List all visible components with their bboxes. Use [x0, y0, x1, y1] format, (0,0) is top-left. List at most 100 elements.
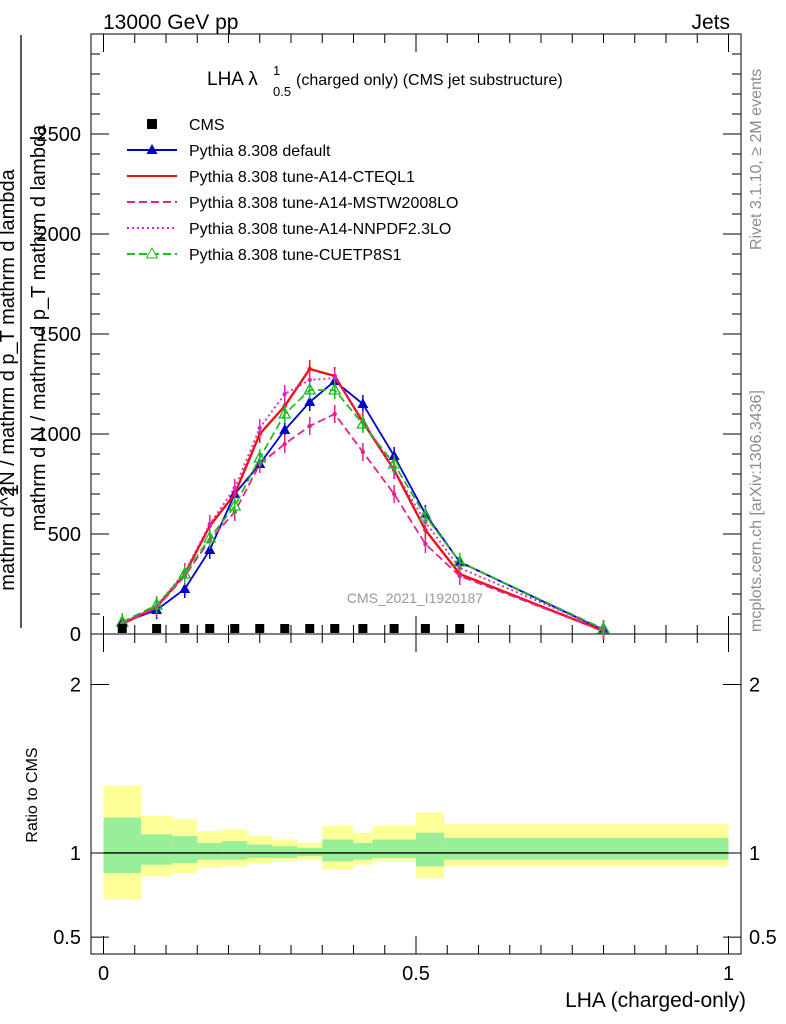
series-line: [121, 412, 604, 632]
series-point: [179, 583, 191, 593]
uncertainty-band-inner: [141, 834, 173, 865]
series-point: [332, 411, 337, 417]
series-point: [282, 441, 287, 447]
data-point: [305, 624, 315, 633]
legend-label: Pythia 8.308 default: [189, 143, 331, 160]
series-layer: [115, 360, 611, 640]
ratio-y-tick-label-right: 0.5: [749, 927, 777, 949]
y-axis-label-numerator: 1: [0, 484, 23, 496]
ratio-y-axis-label: Ratio to CMS: [24, 747, 41, 842]
data-point: [205, 624, 215, 633]
legend-label: Pythia 8.308 tune-CUETP8S1: [189, 247, 402, 264]
energy-label: 13000 GeV pp: [103, 11, 238, 34]
uncertainty-band-inner: [197, 842, 223, 860]
data-point: [255, 624, 265, 633]
series-point: [150, 597, 164, 610]
title-superscript: 1: [273, 63, 280, 78]
series-point: [307, 366, 312, 372]
series-point: [357, 398, 369, 408]
legend-swatch: [147, 119, 157, 129]
legend-entry: Pythia 8.308 default: [127, 143, 331, 160]
x-axis-label: LHA (charged-only): [565, 989, 746, 1012]
series-point: [303, 382, 317, 395]
uncertainty-band-inner: [353, 842, 373, 860]
series-point: [232, 485, 237, 491]
series-point: [453, 554, 467, 567]
series-line: [121, 379, 604, 631]
y-tick-label: 0: [70, 624, 81, 646]
uncertainty-band-inner: [103, 817, 141, 874]
y-tick-label: 2500: [37, 124, 82, 146]
ratio-plot-area: [103, 785, 729, 901]
axis-ticks: 0 500 1000 1500 2000 2500 0 0.5 1 0.5 0.5 1 1 2 2: [37, 34, 777, 985]
series-point: [228, 498, 242, 511]
legend-marker: [146, 144, 158, 154]
series-point: [257, 425, 262, 431]
uncertainty-band-inner: [322, 839, 354, 862]
legend-entry: Pythia 8.308 tune-A14-CTEQL1: [127, 169, 415, 186]
x-tick-label: 0.5: [402, 963, 430, 985]
series-line: [121, 389, 604, 630]
legend-entry: CMS: [147, 117, 225, 134]
data-point: [330, 624, 340, 633]
y-axis-label-deriv: mathrm d^2N / mathrm d p_T mathrm d lamb…: [0, 168, 19, 590]
legend-label: Pythia 8.308 tune-A14-MSTW2008LO: [189, 195, 458, 212]
legend-marker: [145, 246, 159, 259]
uncertainty-band-inner: [272, 846, 298, 858]
legend-label: Pythia 8.308 tune-A14-CTEQL1: [189, 169, 415, 186]
uncertainty-band-inner: [172, 836, 198, 864]
legend: CMS Pythia 8.308 default Pythia 8.308 tune…: [127, 117, 458, 264]
uncertainty-band-inner: [372, 839, 416, 858]
data-point: [230, 624, 240, 633]
series-point: [278, 406, 292, 419]
series-point: [279, 424, 291, 434]
series-line: [121, 377, 604, 630]
x-tick-label: 0: [98, 963, 109, 985]
title-subscript: 0.5: [273, 84, 291, 99]
plot-title: LHA λ: [207, 69, 258, 90]
y-tick-label: 1000: [37, 424, 82, 446]
series-point: [307, 423, 312, 429]
series-point: [178, 566, 192, 579]
legend-entry: Pythia 8.308 tune-A14-NNPDF2.3LO: [127, 221, 451, 238]
ratio-y-tick-label-right: 1: [749, 843, 760, 865]
series-point: [360, 449, 366, 455]
analysis-label: CMS_2021_I1920187: [347, 590, 483, 606]
series-point: [356, 416, 370, 429]
series-point: [304, 396, 316, 406]
series-point: [253, 450, 267, 463]
ratio-y-tick-label: 0.5: [53, 927, 81, 949]
series-point: [328, 382, 342, 395]
series-point: [307, 377, 312, 383]
legend-label: CMS: [189, 117, 225, 134]
ratio-y-tick-label: 2: [70, 675, 81, 697]
ratio-y-tick-label: 1: [70, 843, 81, 865]
uncertainty-band-inner: [416, 832, 445, 867]
data-point: [117, 624, 127, 633]
series-point: [387, 456, 401, 469]
uncertainty-band-inner: [297, 847, 323, 857]
legend-entry: Pythia 8.308 tune-A14-MSTW2008LO: [127, 195, 458, 212]
series-point: [596, 621, 611, 634]
legend-label: Pythia 8.308 tune-A14-NNPDF2.3LO: [189, 221, 451, 238]
data-point: [455, 624, 465, 633]
data-point: [358, 624, 368, 633]
category-label: Jets: [691, 11, 730, 34]
data-point: [420, 624, 430, 633]
data-point: [180, 624, 190, 633]
data-point: [389, 624, 399, 633]
y-axis-label-denominator: mathrm d N / mathrm d p_T mathrm d lambd…: [28, 124, 50, 531]
ratio-plot-frame: [90, 633, 742, 955]
y-tick-label: 500: [48, 524, 81, 546]
y-tick-label: 1500: [37, 324, 82, 346]
series-point: [418, 508, 432, 521]
x-tick-label: 1: [723, 963, 734, 985]
uncertainty-band-inner: [222, 841, 248, 860]
legend-entry: Pythia 8.308 tune-CUETP8S1: [127, 246, 402, 264]
series-point: [423, 541, 428, 547]
uncertainty-band-inner: [444, 837, 729, 860]
title-rest: (charged only) (CMS jet substructure): [296, 72, 563, 89]
data-point: [152, 624, 162, 633]
data-point: [280, 624, 290, 633]
